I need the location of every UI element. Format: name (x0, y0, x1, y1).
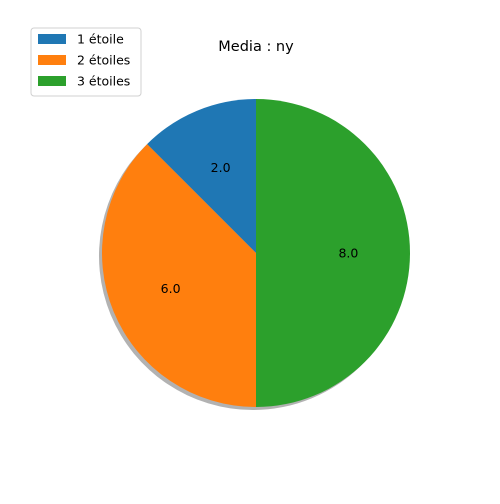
legend-swatch (38, 55, 66, 65)
slice-value-label: 8.0 (338, 246, 358, 261)
slice-value-label: 6.0 (161, 281, 181, 296)
pie-slice (147, 99, 256, 253)
legend-label: 2 étoiles (77, 53, 130, 68)
slice-value-label: 2.0 (211, 160, 231, 175)
legend-label: 1 étoile (77, 32, 124, 47)
legend-label: 3 étoiles (77, 74, 130, 89)
pie-slices (102, 99, 410, 407)
chart-title: Media : ny (218, 39, 294, 55)
legend: 1 étoile 2 étoiles 3 étoiles (30, 27, 142, 97)
legend-swatch (38, 34, 66, 44)
legend-items: 1 étoile 2 étoiles 3 étoiles (38, 32, 130, 89)
pie-slice (256, 99, 410, 407)
legend-swatch (38, 76, 66, 86)
slice-labels: 2.0 6.0 8.0 (161, 160, 359, 296)
pie-slice (102, 144, 256, 407)
